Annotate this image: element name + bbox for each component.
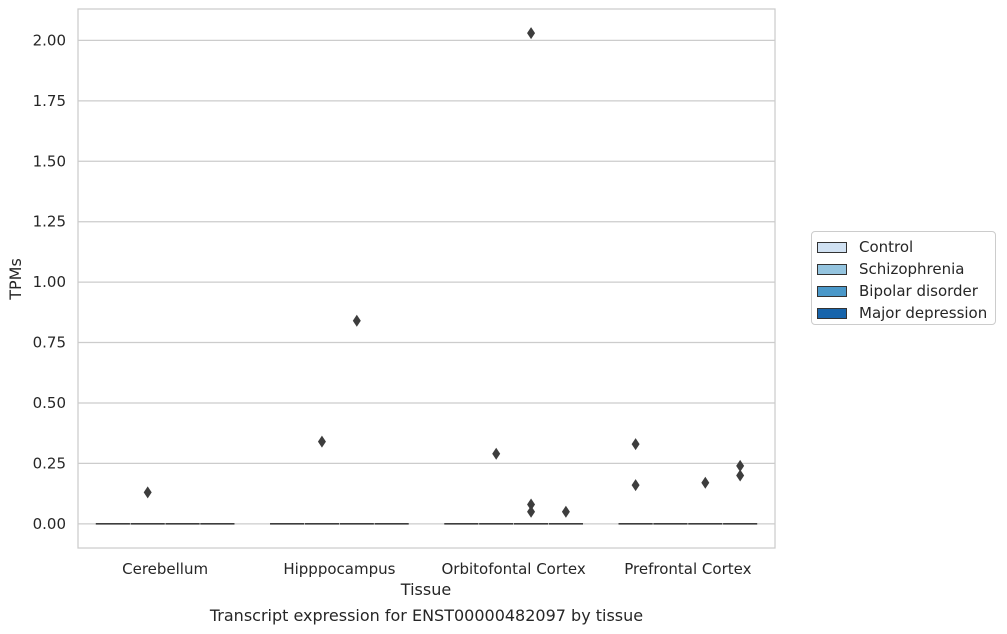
plot-frame [77,8,776,549]
legend-swatch-control [817,241,847,253]
y-axis-label: TPMs [6,258,25,301]
x-tick-label: Orbitofontal Cortex [442,560,586,578]
y-tick-label: 2.00 [33,31,66,49]
x-tick-label: Prefrontal Cortex [624,560,751,578]
legend-label-control: Control [859,238,914,256]
x-tick-label: Cerebellum [122,560,208,578]
outlier-point [317,435,326,448]
legend-label-bipolar-disorder: Bipolar disorder [859,282,978,300]
legend-label-schizophrenia: Schizophrenia [859,260,965,278]
outlier-point [527,505,536,518]
legend-item-schizophrenia: Schizophrenia [812,258,995,280]
outlier-point [352,314,361,327]
x-tick-label: Hipppocampus [283,560,395,578]
outlier-point [631,438,640,451]
outlier-point [527,498,536,511]
outlier-point [143,486,152,499]
outlier-point [631,479,640,492]
plot-area [78,9,775,548]
legend-swatch-schizophrenia [817,263,847,275]
y-tick-label: 1.50 [33,152,66,170]
legend-item-major-depression: Major depression [812,302,995,324]
legend-label-major-depression: Major depression [859,304,988,322]
x-tick-labels: Cerebellum Hipppocampus Orbitofontal Corte… [122,560,751,578]
legend-item-control: Control [812,236,995,258]
outlier-point [701,476,710,489]
legend: Control Schizophrenia Bipolar disorder M… [811,231,996,325]
outlier-point [561,505,570,518]
outlier-point [736,459,745,472]
figure-caption: Transcript expression for ENST0000048209… [209,606,644,625]
legend-swatch-major-depression [817,307,847,319]
y-tick-labels: 0.00 0.25 0.50 0.75 1.00 1.25 1.50 1.75 2.00 [33,31,66,532]
outlier-point [492,447,501,460]
legend-swatch-bipolar-disorder [817,285,847,297]
y-tick-label: 0.75 [33,334,66,352]
y-tick-label: 0.50 [33,394,66,412]
y-tick-label: 1.75 [33,92,66,110]
y-tick-label: 1.00 [33,273,66,291]
outliers [143,27,745,518]
y-tick-label: 1.25 [33,213,66,231]
y-tick-label: 0.25 [33,454,66,472]
outlier-point [736,469,745,482]
x-axis-label: Tissue [400,580,451,599]
y-tick-label: 0.00 [33,515,66,533]
outlier-point [527,27,536,40]
legend-item-bipolar-disorder: Bipolar disorder [812,280,995,302]
